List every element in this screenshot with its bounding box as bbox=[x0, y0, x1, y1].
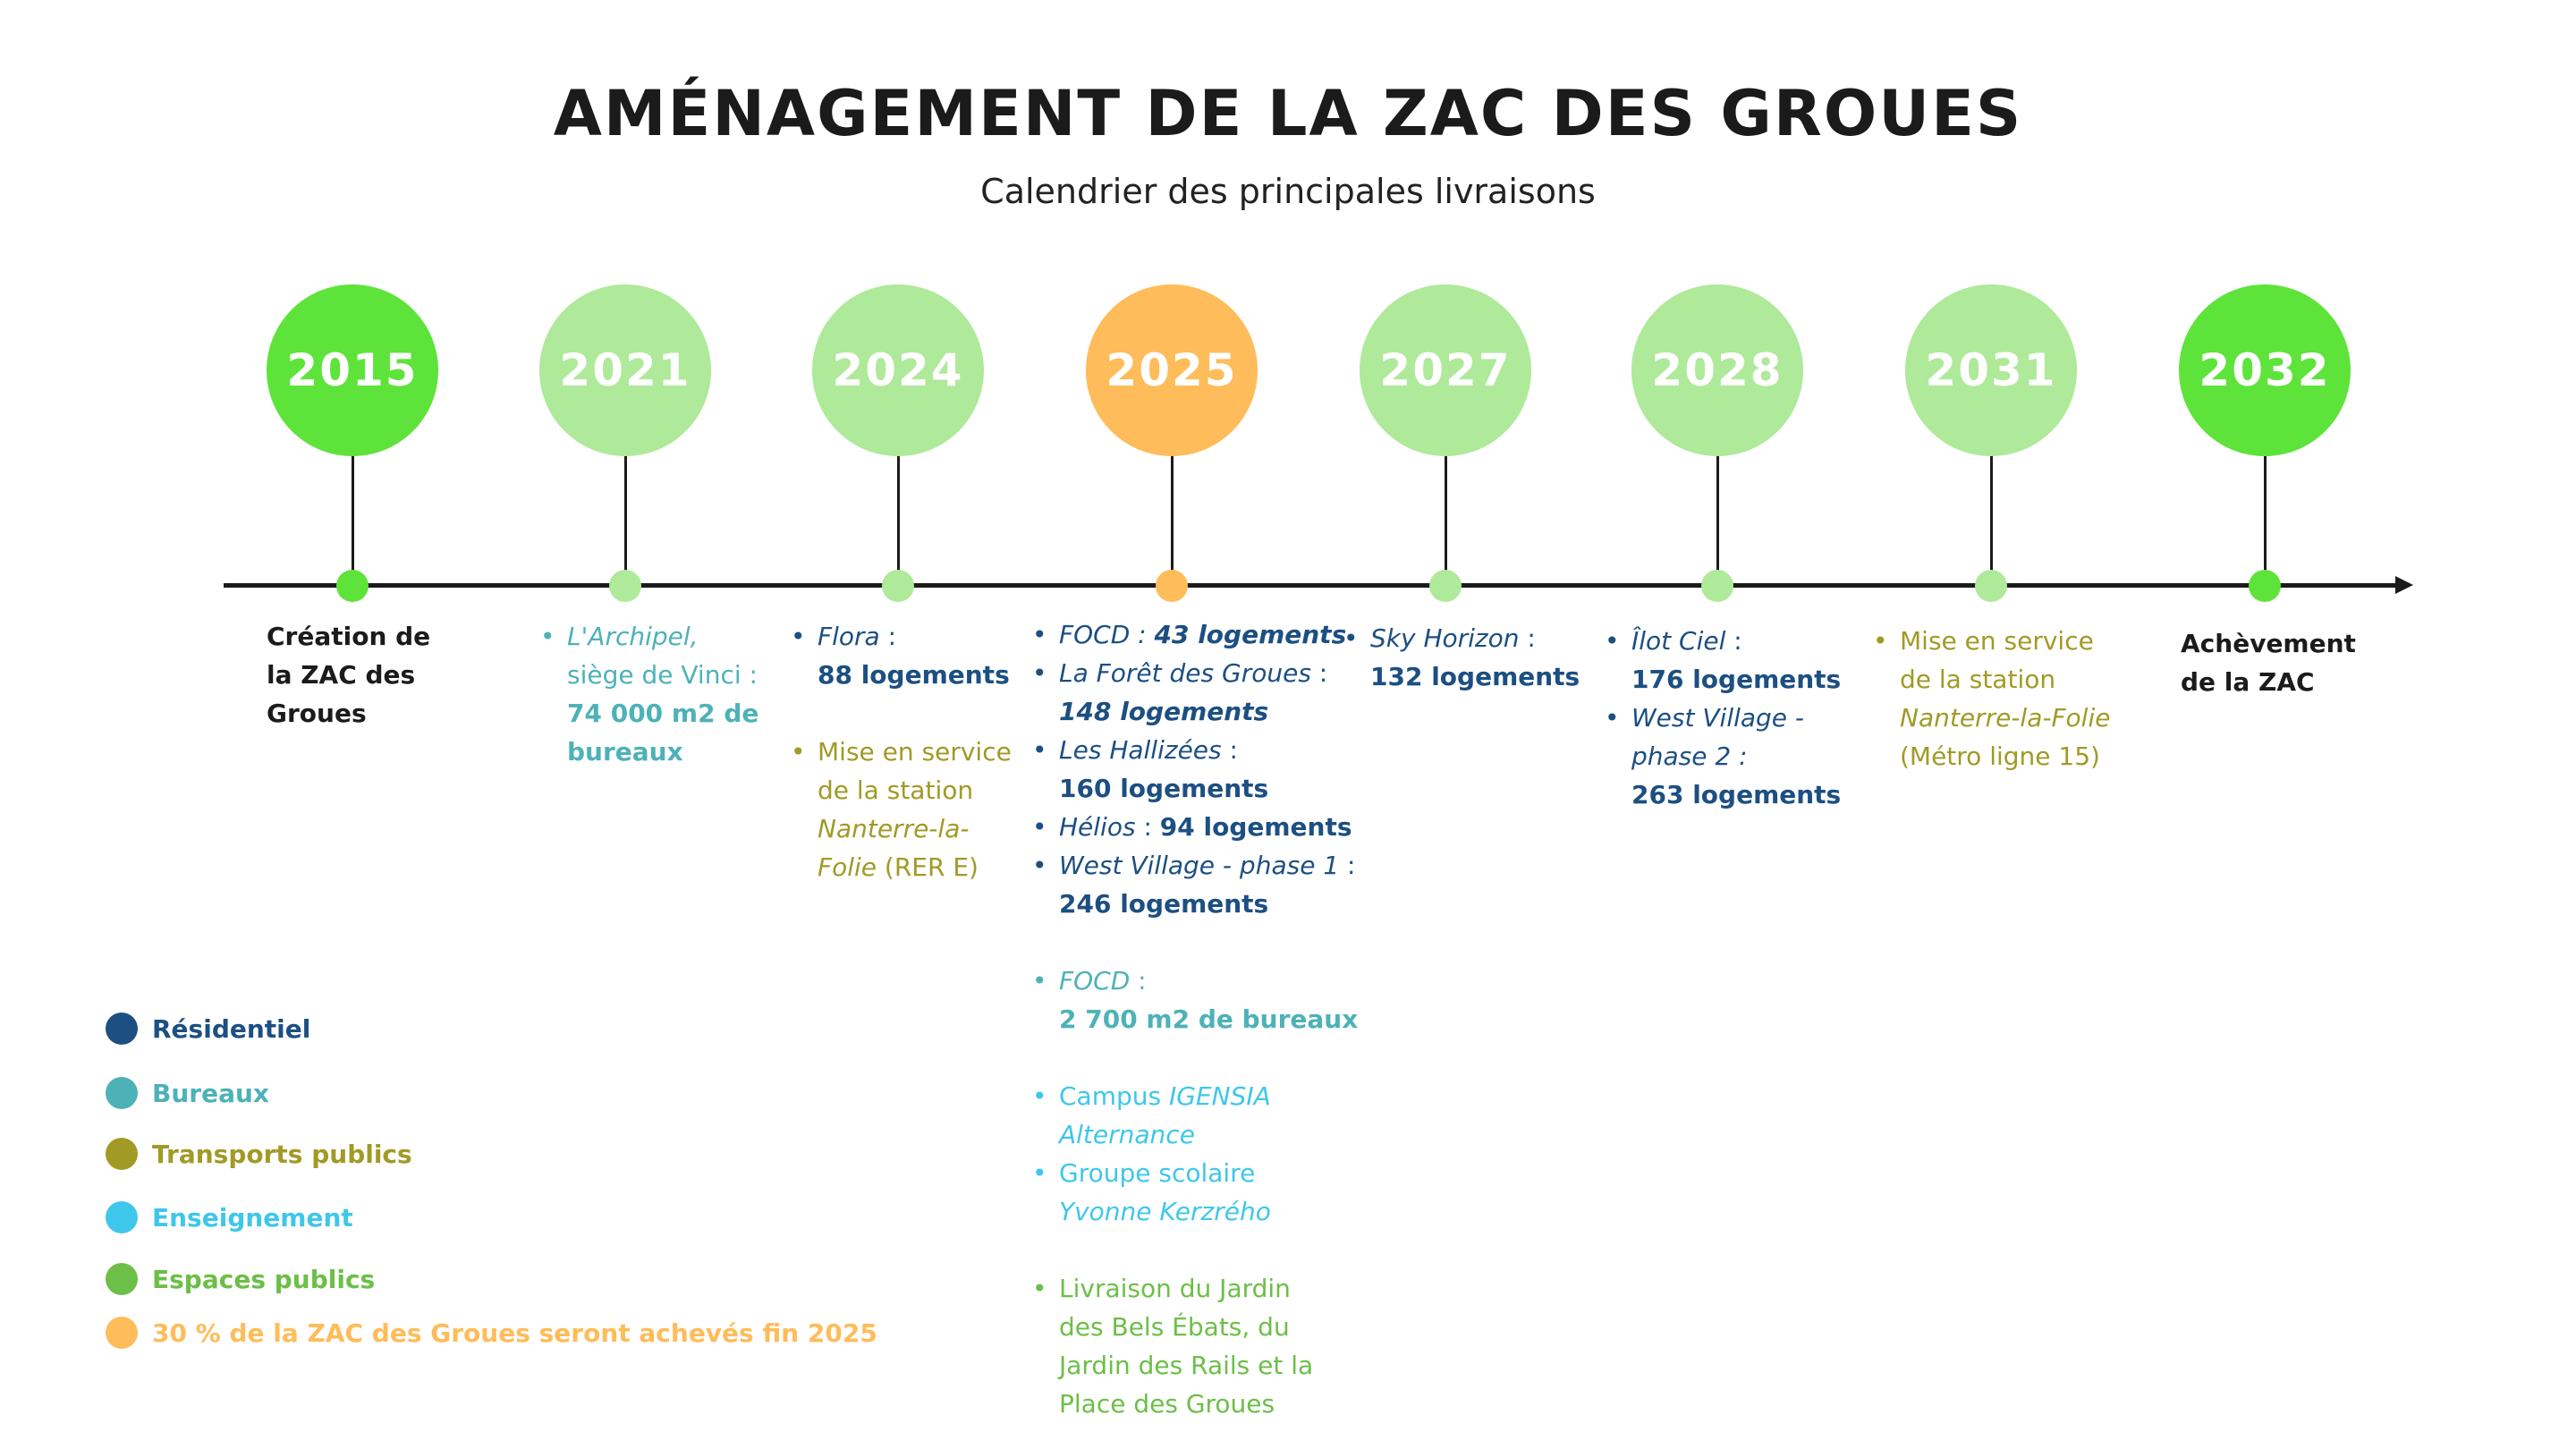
list-item: Îlot Ciel : 176 logements bbox=[1601, 622, 1841, 699]
list-item: West Village - phase 2 : 263 logements bbox=[1601, 699, 1841, 814]
year-circle-2032: 2032 bbox=[2179, 284, 2351, 456]
list-item: Flora : 88 logements bbox=[787, 617, 1012, 694]
milestone-text-2031: Mise en service de la station Nanterre-l… bbox=[1869, 622, 2110, 775]
legend-item-espaces-publics: Espaces publics bbox=[106, 1263, 375, 1295]
year-circle-2031: 2031 bbox=[1905, 284, 2077, 456]
list-item: West Village - phase 1 : 246 logements bbox=[1029, 846, 1358, 923]
legend-item-enseignement: Enseignement bbox=[106, 1201, 353, 1233]
axis-dot-2021 bbox=[609, 570, 641, 602]
milestone-text-2028: Îlot Ciel : 176 logements West Village -… bbox=[1601, 622, 1841, 814]
year-circle-2027: 2027 bbox=[1360, 284, 1531, 456]
page-subtitle: Calendrier des principales livraisons bbox=[980, 172, 1596, 211]
axis-dot-2031 bbox=[1975, 570, 2007, 602]
milestone-text-2024: Flora : 88 logements Mise en service de … bbox=[787, 617, 1012, 886]
list-item: La Forêt des Groues : 148 logements bbox=[1029, 654, 1358, 731]
stem-2024 bbox=[897, 367, 900, 586]
list-item: L'Archipel, siège de Vinci : 74 000 m2 d… bbox=[537, 617, 758, 771]
legend-item-residentiel: Résidentiel bbox=[106, 1013, 310, 1045]
axis-dot-2025 bbox=[1156, 570, 1188, 602]
milestone-text-2021: L'Archipel, siège de Vinci : 74 000 m2 d… bbox=[537, 617, 758, 771]
legend-dot-icon bbox=[106, 1077, 138, 1109]
legend-dot-icon bbox=[106, 1317, 138, 1349]
legend-item-note: 30 % de la ZAC des Groues seront achevés… bbox=[106, 1317, 877, 1349]
year-circle-2021: 2021 bbox=[539, 284, 711, 456]
year-circle-2025: 2025 bbox=[1086, 284, 1258, 456]
legend-dot-icon bbox=[106, 1201, 138, 1233]
year-circle-2024: 2024 bbox=[812, 284, 984, 456]
year-circle-2028: 2028 bbox=[1631, 284, 1803, 456]
milestone-text-2032: Achèvement de la ZAC bbox=[2181, 629, 2356, 697]
legend-item-bureaux: Bureaux bbox=[106, 1077, 269, 1109]
list-item: Sky Horizon : 132 logements bbox=[1340, 619, 1580, 696]
axis-dot-2032 bbox=[2249, 570, 2281, 602]
list-item: Les Hallizées : 160 logements bbox=[1029, 731, 1358, 808]
axis-dot-2024 bbox=[882, 570, 914, 602]
list-item: FOCD : 2 700 m2 de bureaux bbox=[1029, 962, 1358, 1038]
legend-dot-icon bbox=[106, 1013, 138, 1045]
milestone-text-2015: Création de la ZAC des Groues bbox=[267, 622, 431, 728]
stem-2025 bbox=[1171, 367, 1174, 586]
stem-2021 bbox=[624, 367, 627, 586]
list-item: Mise en service de la station Nanterre-l… bbox=[787, 733, 1012, 886]
list-item: Campus IGENSIA Alternance bbox=[1029, 1077, 1358, 1154]
stem-2032 bbox=[2264, 367, 2267, 586]
list-item: Livraison du Jardin des Bels Ébats, du J… bbox=[1029, 1269, 1358, 1423]
list-item: Groupe scolaire Yvonne Kerzrého bbox=[1029, 1154, 1358, 1231]
timeline-axis bbox=[224, 583, 2402, 588]
timeline-arrow-icon bbox=[2395, 576, 2413, 594]
list-item: Hélios : 94 logements bbox=[1029, 808, 1358, 846]
axis-dot-2027 bbox=[1429, 570, 1462, 602]
axis-dot-2015 bbox=[336, 570, 369, 602]
list-item: FOCD : 43 logements bbox=[1029, 615, 1358, 654]
stem-2015 bbox=[352, 367, 354, 586]
stem-2028 bbox=[1716, 367, 1719, 586]
list-item: Mise en service de la station Nanterre-l… bbox=[1869, 622, 2110, 775]
stem-2031 bbox=[1990, 367, 1993, 586]
stem-2027 bbox=[1445, 367, 1447, 586]
milestone-text-2025: FOCD : 43 logements La Forêt des Groues … bbox=[1029, 615, 1358, 1423]
axis-dot-2028 bbox=[1701, 570, 1733, 602]
page-title: AMÉNAGEMENT DE LA ZAC DES GROUES bbox=[553, 77, 2023, 150]
year-circle-2015: 2015 bbox=[267, 284, 438, 456]
milestone-text-2027: Sky Horizon : 132 logements bbox=[1340, 619, 1580, 696]
legend-dot-icon bbox=[106, 1263, 138, 1295]
legend-dot-icon bbox=[106, 1138, 138, 1170]
legend-item-transports: Transports publics bbox=[106, 1138, 412, 1170]
